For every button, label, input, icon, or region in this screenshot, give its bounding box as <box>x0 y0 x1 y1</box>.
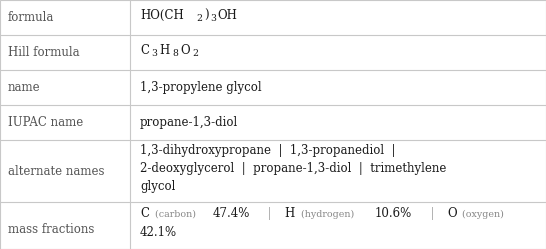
Text: OH: OH <box>218 8 238 21</box>
Text: H: H <box>159 44 169 57</box>
Text: 1,3-propylene glycol: 1,3-propylene glycol <box>140 81 262 94</box>
Text: 2-deoxyglycerol  |  propane-1,3-diol  |  trimethylene: 2-deoxyglycerol | propane-1,3-diol | tri… <box>140 162 446 175</box>
Text: H: H <box>285 207 295 220</box>
Text: 10.6%: 10.6% <box>375 207 412 220</box>
Text: (carbon): (carbon) <box>152 210 199 219</box>
Text: 3: 3 <box>152 49 157 58</box>
Text: 42.1%: 42.1% <box>140 226 177 239</box>
Text: |: | <box>260 207 280 220</box>
Text: propane-1,3-diol: propane-1,3-diol <box>140 116 238 129</box>
Text: ): ) <box>204 8 209 21</box>
Text: |: | <box>423 207 441 220</box>
Text: 3: 3 <box>210 14 216 23</box>
Text: 2: 2 <box>197 14 203 23</box>
Text: O: O <box>447 207 456 220</box>
Text: C: C <box>140 44 149 57</box>
Text: name: name <box>8 81 40 94</box>
Text: mass fractions: mass fractions <box>8 223 94 236</box>
Text: C: C <box>140 207 149 220</box>
Text: 8: 8 <box>173 49 178 58</box>
Text: 1,3-dihydroxypropane  |  1,3-propanediol  |: 1,3-dihydroxypropane | 1,3-propanediol | <box>140 144 395 157</box>
Text: IUPAC name: IUPAC name <box>8 116 83 129</box>
Text: (oxygen): (oxygen) <box>459 210 504 219</box>
Text: glycol: glycol <box>140 180 175 192</box>
Text: Hill formula: Hill formula <box>8 46 80 59</box>
Text: 2: 2 <box>192 49 198 58</box>
Text: HO(CH: HO(CH <box>140 8 183 21</box>
Text: (hydrogen): (hydrogen) <box>298 210 357 219</box>
Text: O: O <box>180 44 189 57</box>
Text: alternate names: alternate names <box>8 165 104 178</box>
Text: formula: formula <box>8 11 55 24</box>
Text: 47.4%: 47.4% <box>212 207 250 220</box>
